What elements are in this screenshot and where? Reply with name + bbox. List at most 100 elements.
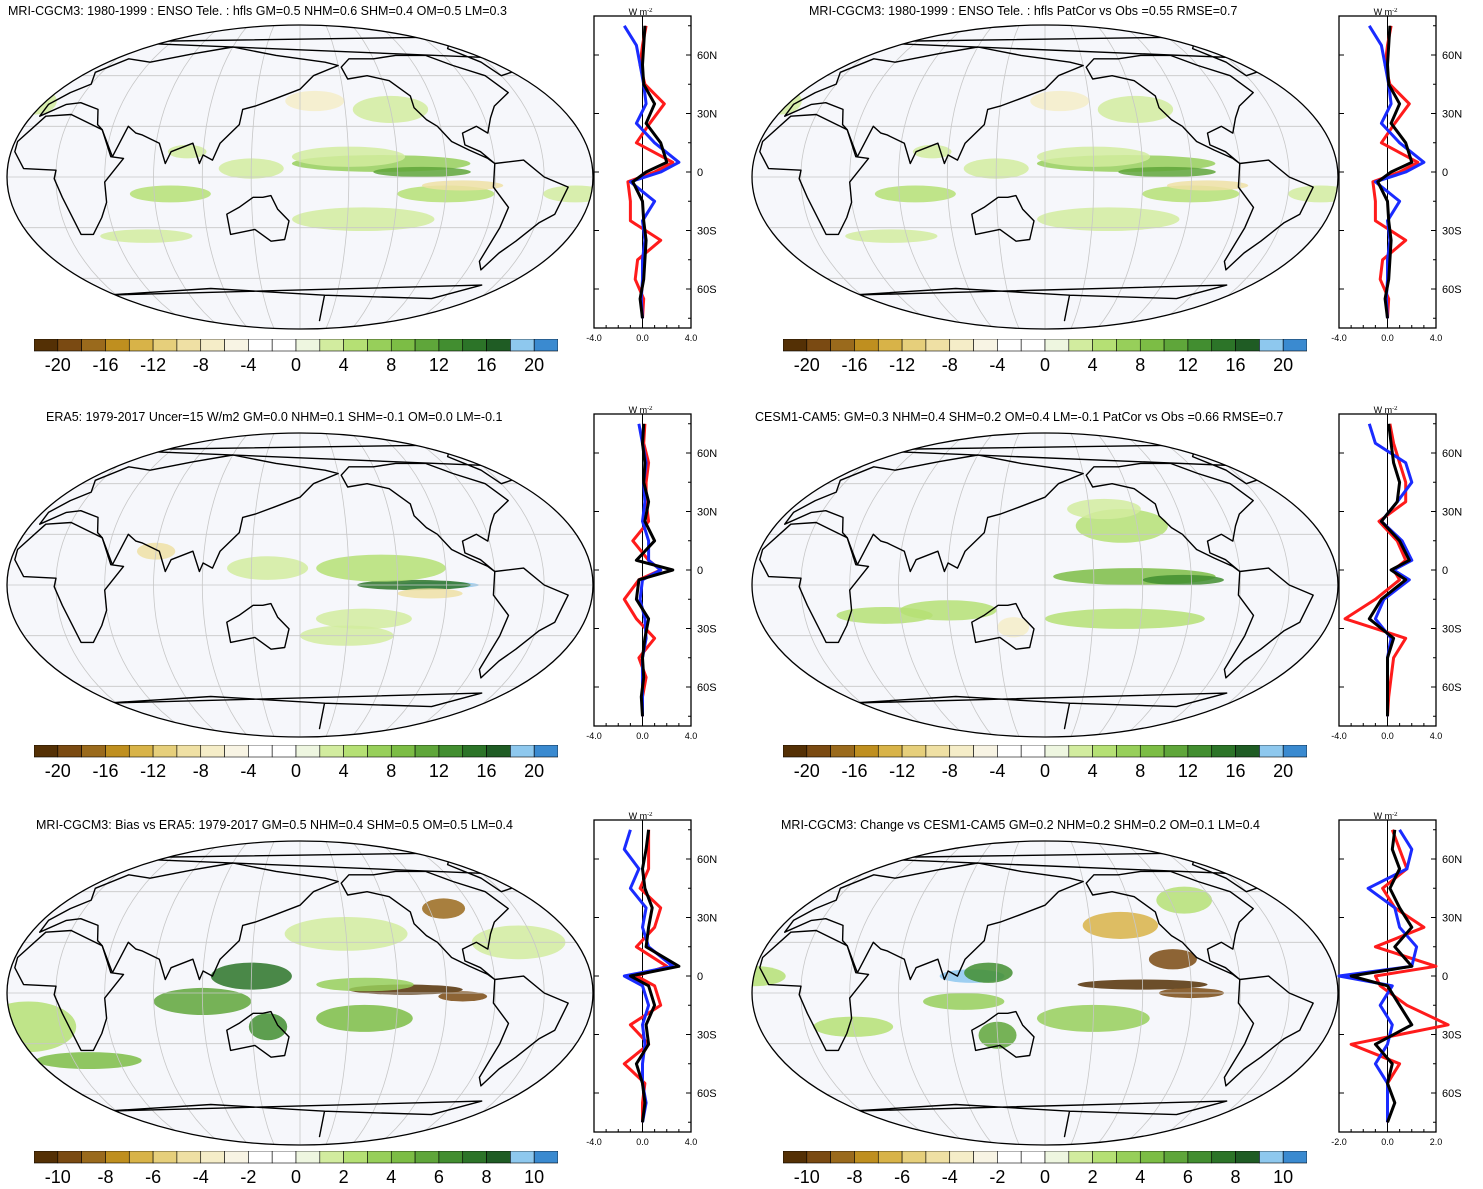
- lat-label: 30S: [1442, 1030, 1462, 1042]
- colorbar-tick-label: 20: [1273, 355, 1294, 375]
- colorbar-box: [271, 1151, 297, 1164]
- colorbar-box: [1259, 745, 1284, 758]
- colorbar-box: [1068, 745, 1093, 758]
- colorbar-box: [319, 745, 344, 758]
- anomaly-patch: [1037, 207, 1180, 232]
- colorbar-box: [1282, 745, 1307, 758]
- longitude-gridline: [104, 433, 197, 737]
- zonal-series-black: [1349, 829, 1414, 1123]
- colorbar-tick-label: -10: [793, 1167, 820, 1187]
- units-label: W m-2: [629, 8, 653, 17]
- lat-label: 60S: [1442, 1088, 1462, 1100]
- x-tick-label: 0.0: [1381, 731, 1394, 741]
- colorbar-tick-label: 20: [524, 355, 545, 375]
- colorbar-tick-label: 12: [428, 761, 449, 781]
- colorbar-box: [533, 745, 558, 758]
- colorbar-box: [438, 1151, 464, 1164]
- coastline-south-america: [1223, 975, 1314, 1087]
- longitude-gridline: [898, 433, 968, 737]
- x-tick-label: 4.0: [685, 731, 698, 741]
- colorbar-box: [1139, 745, 1165, 758]
- lat-label: 30N: [1442, 109, 1462, 121]
- longitude-gridline: [1070, 433, 1095, 737]
- lat-label: 0: [697, 565, 703, 577]
- colorbar-tick-label: 10: [1273, 1167, 1294, 1187]
- longitude-gridline: [995, 433, 1020, 737]
- colorbar-box: [390, 1151, 416, 1164]
- colorbar-box: [57, 745, 82, 758]
- colorbar-box: [128, 745, 154, 758]
- anomaly-patch: [292, 207, 435, 232]
- longitude-gridline: [800, 433, 916, 737]
- colorbar-tick-label: 0: [290, 1167, 302, 1187]
- colorbar-box: [34, 1151, 59, 1164]
- lat-label: 0: [697, 167, 703, 179]
- colorbar-box: [1116, 745, 1141, 758]
- lat-label: 60N: [697, 50, 717, 62]
- longitude-gridline: [1122, 841, 1192, 1145]
- colorbar-labels: -20 -16 -12 -8 -4 0 4 8 12 16 20: [34, 761, 558, 783]
- colorbar-box: [34, 339, 59, 352]
- colorbar-box: [486, 745, 511, 758]
- anomaly-patch: [397, 588, 463, 599]
- colorbar-tick-label: 4: [1135, 1167, 1146, 1187]
- lat-label: 30S: [1442, 624, 1462, 636]
- lat-label: 60N: [1442, 448, 1462, 460]
- longitude-gridline: [403, 25, 496, 329]
- colorbar-tick-label: -4: [192, 1167, 209, 1187]
- lat-label: 0: [1442, 565, 1448, 577]
- colorbar-tick-label: -16: [92, 355, 119, 375]
- colorbar-box: [1163, 339, 1189, 352]
- lat-label: 60N: [697, 854, 717, 866]
- colorbar-labels: -20 -16 -12 -8 -4 0 4 8 12 16 20: [783, 761, 1307, 783]
- panel-title: CESM1-CAM5: GM=0.3 NHM=0.4 SHM=0.2 OM=0.…: [755, 410, 1284, 424]
- anomaly-patch: [7, 1001, 77, 1053]
- zonal-series-red: [1371, 25, 1420, 319]
- anomaly-patch: [923, 993, 1005, 1010]
- longitude-gridline: [201, 433, 249, 737]
- coastline-north-america: [1085, 54, 1254, 165]
- lat-label: 0: [697, 971, 703, 983]
- x-tick-label: -4.0: [586, 1137, 602, 1147]
- x-tick-label: 0.0: [636, 731, 649, 741]
- coastline-africa: [759, 521, 870, 644]
- longitude-gridline: [898, 841, 968, 1145]
- colorbar-box: [973, 1151, 998, 1164]
- colorbar-box: [1020, 745, 1046, 758]
- x-tick-label: 0.0: [1381, 1137, 1394, 1147]
- coastline-north-america: [340, 870, 509, 981]
- longitude-gridline: [250, 841, 275, 1145]
- anomaly-patch: [285, 90, 345, 112]
- colorbar-tick-label: 16: [1225, 355, 1246, 375]
- colorbar-tick-label: -4: [989, 355, 1006, 375]
- longitude-gridline: [153, 433, 223, 737]
- longitude-gridline: [250, 433, 275, 737]
- colorbar-box: [1235, 1151, 1260, 1164]
- colorbar-tick-label: -12: [889, 761, 916, 781]
- lat-label: 60S: [697, 1088, 717, 1100]
- panel-p3: ERA5: 1979-2017 Uncer=15 W/m2 GM=0.0 NHM…: [0, 404, 741, 800]
- colorbar-labels: -20 -16 -12 -8 -4 0 4 8 12 16 20: [34, 355, 558, 377]
- colorbar-tick-label: 4: [386, 1167, 397, 1187]
- colorbar-box: [462, 745, 487, 758]
- colorbar-tick-label: -16: [92, 761, 119, 781]
- colorbar: [783, 1151, 1307, 1164]
- colorbar-box: [176, 339, 202, 352]
- colorbar-tick-label: -6: [145, 1167, 162, 1187]
- longitude-gridline: [325, 433, 350, 737]
- colorbar-tick-label: 2: [1087, 1167, 1098, 1187]
- colorbar-box: [1235, 339, 1260, 352]
- colorbar-box: [1020, 1151, 1046, 1164]
- longitude-gridline: [1070, 841, 1095, 1145]
- world-map: [6, 432, 594, 738]
- anomaly-patch: [36, 1052, 142, 1069]
- colorbar-box: [367, 1151, 392, 1164]
- colorbar-labels: -10 -8 -6 -4 -2 0 2 4 6 8 10: [34, 1167, 558, 1189]
- colorbar-box: [997, 339, 1022, 352]
- colorbar-box: [854, 339, 879, 352]
- anomaly-patch: [1082, 911, 1159, 939]
- zonal-series-blue: [622, 829, 675, 1123]
- panel-p5: MRI-CGCM3: Bias vs ERA5: 1979-2017 GM=0.…: [0, 810, 741, 1187]
- colorbar-tick-label: -20: [793, 355, 820, 375]
- colorbar-tick-label: 0: [290, 761, 302, 781]
